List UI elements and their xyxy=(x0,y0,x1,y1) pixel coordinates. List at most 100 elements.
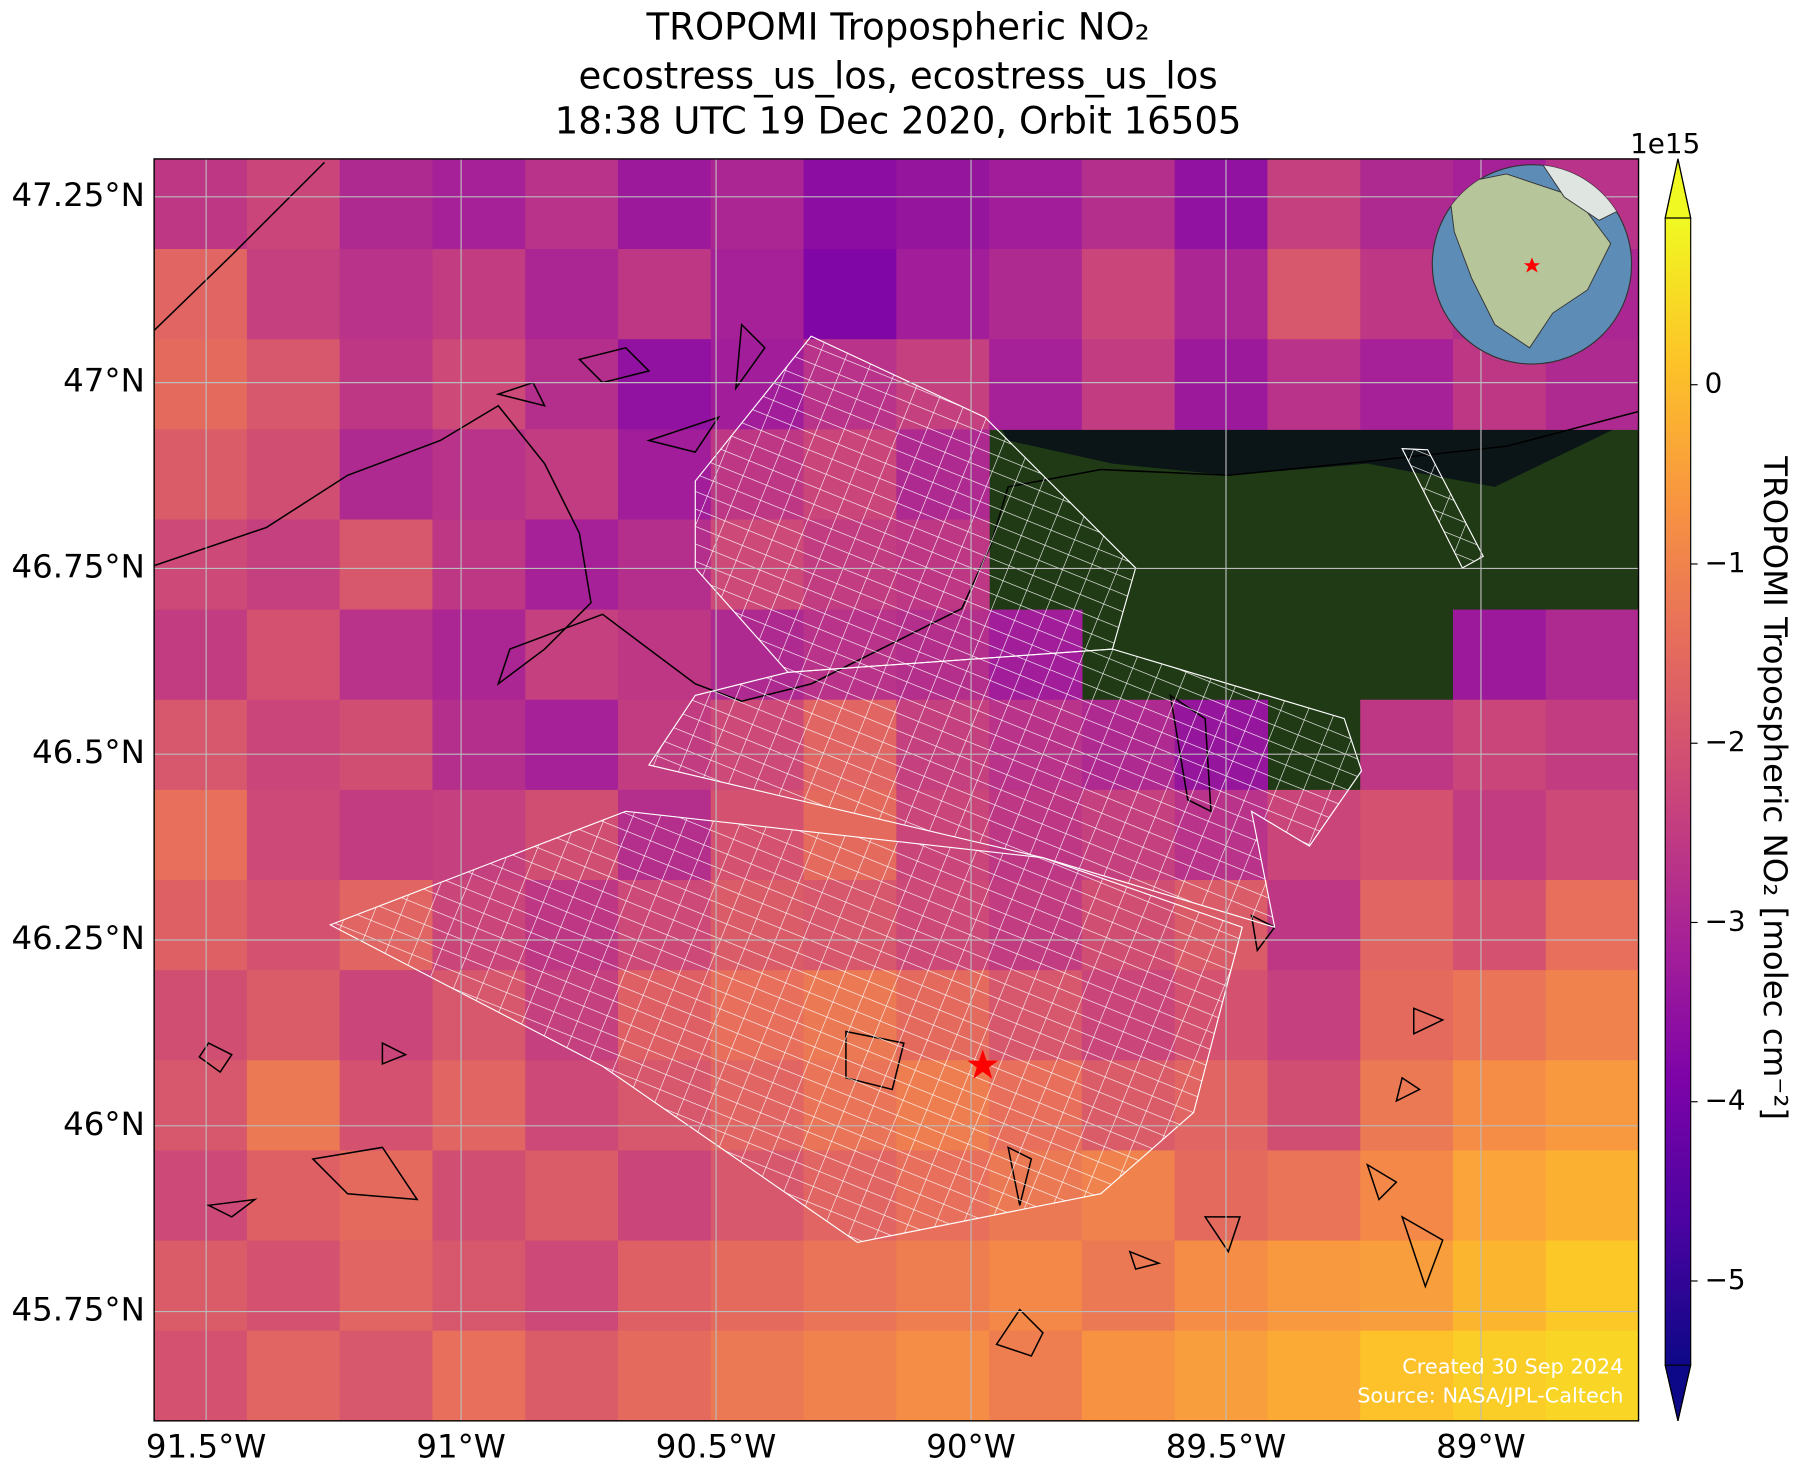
no2-cell xyxy=(246,970,341,1061)
no2-cell xyxy=(1174,1330,1269,1421)
no2-cell xyxy=(618,339,712,430)
no2-cell xyxy=(1545,789,1639,881)
colorbar-tick-label: −5 xyxy=(1705,1263,1746,1296)
no2-cell xyxy=(1081,158,1176,250)
no2-cell xyxy=(618,249,712,340)
no2-cell xyxy=(618,1330,712,1421)
no2-cell xyxy=(1081,339,1176,430)
no2-cell xyxy=(339,519,434,611)
no2-cell xyxy=(989,249,1083,340)
no2-cell xyxy=(339,789,434,881)
no2-cell xyxy=(1174,158,1269,250)
no2-cell xyxy=(154,970,248,1061)
no2-cell xyxy=(1267,1060,1361,1152)
no2-cell xyxy=(803,158,897,250)
no2-cell xyxy=(432,519,526,611)
no2-cell xyxy=(618,609,712,701)
no2-cell xyxy=(710,1240,805,1332)
no2-cell xyxy=(1081,249,1176,340)
x-tick-label: 91°W xyxy=(416,1428,506,1466)
no2-cell xyxy=(525,1060,619,1152)
no2-cell xyxy=(1081,1330,1176,1421)
no2-cell xyxy=(989,1330,1083,1421)
no2-cell xyxy=(896,1240,990,1332)
no2-cell xyxy=(432,1330,526,1421)
title: TROPOMI Tropospheric NO₂ xyxy=(646,6,1150,49)
no2-cell xyxy=(1452,880,1547,971)
no2-cell xyxy=(710,158,805,250)
no2-cell xyxy=(154,1150,248,1242)
no2-cell xyxy=(339,1060,434,1152)
no2-cell xyxy=(246,339,341,430)
no2-cell xyxy=(246,158,341,250)
y-tick-label: 45.75°N xyxy=(11,1291,144,1329)
no2-cell xyxy=(618,1240,712,1332)
no2-cell xyxy=(989,1240,1083,1332)
no2-cell xyxy=(432,249,526,340)
no2-cell xyxy=(154,339,248,430)
no2-cell xyxy=(432,158,526,250)
no2-cell xyxy=(1267,1240,1361,1332)
no2-cell xyxy=(710,249,805,340)
map-area xyxy=(154,158,1639,1421)
x-tick-label: 89.5°W xyxy=(1166,1428,1287,1466)
site-marker xyxy=(967,1049,999,1079)
no2-cell xyxy=(1452,1330,1547,1421)
colorbar xyxy=(1665,218,1691,1366)
no2-cell xyxy=(339,429,434,521)
no2-cell xyxy=(246,1240,341,1332)
coastlines xyxy=(154,161,1639,1357)
no2-cell xyxy=(1360,1240,1454,1332)
no2-cell xyxy=(432,1060,526,1152)
colorbar-tick-label: −2 xyxy=(1705,725,1746,758)
no2-cell xyxy=(803,1330,897,1421)
no2-cell xyxy=(154,880,248,971)
colorbar-tick-label: 0 xyxy=(1705,367,1723,400)
no2-cell xyxy=(1452,1240,1547,1332)
no2-cell xyxy=(154,789,248,881)
no2-cell xyxy=(154,1060,248,1152)
no2-cell xyxy=(154,429,248,521)
no2-cell xyxy=(339,1240,434,1332)
no2-cell xyxy=(432,339,526,430)
colorbar-frame xyxy=(1664,158,1692,1421)
no2-cell xyxy=(432,609,526,701)
no2-cell xyxy=(154,699,248,791)
no2-cell xyxy=(1174,1150,1269,1242)
no2-cell xyxy=(525,1330,619,1421)
no2-cell xyxy=(1545,1330,1639,1421)
no2-cell xyxy=(1545,970,1639,1061)
no2-cell xyxy=(1360,699,1454,791)
no2-cell xyxy=(896,249,990,340)
no2-cell xyxy=(896,158,990,250)
no2-cell xyxy=(1174,249,1269,340)
no2-cell xyxy=(1267,880,1361,971)
x-tick-label: 91.5°W xyxy=(146,1428,267,1466)
no2-cell xyxy=(1174,339,1269,430)
no2-cell xyxy=(154,1240,248,1332)
no2-cell xyxy=(1360,970,1454,1061)
no2-cell xyxy=(339,249,434,340)
no2-cell xyxy=(525,699,619,791)
no2-cell xyxy=(154,1330,248,1421)
no2-cell xyxy=(339,1150,434,1242)
no2-cell xyxy=(246,880,341,971)
credit: Source: NASA/JPL-Caltech xyxy=(1357,1384,1623,1408)
no2-cell xyxy=(525,519,619,611)
y-tick-label: 47°N xyxy=(63,362,145,400)
no2-cell xyxy=(1452,609,1547,701)
no2-cell xyxy=(432,1150,526,1242)
y-tick-label: 46.5°N xyxy=(32,733,145,771)
no2-cell xyxy=(618,158,712,250)
no2-cell xyxy=(246,1330,341,1421)
no2-cell xyxy=(1267,1150,1361,1242)
no2-cell xyxy=(525,429,619,521)
x-tick-label: 89°W xyxy=(1436,1428,1526,1466)
no2-cell xyxy=(339,158,434,250)
no2-cell xyxy=(1174,1240,1269,1332)
no2-cell xyxy=(1452,1150,1547,1242)
subtitle: 18:38 UTC 19 Dec 2020, Orbit 16505 xyxy=(555,99,1242,142)
colorbar-tick-label: −3 xyxy=(1705,904,1746,937)
no2-cell xyxy=(1545,1240,1639,1332)
credit: Created 30 Sep 2024 xyxy=(1402,1355,1623,1379)
